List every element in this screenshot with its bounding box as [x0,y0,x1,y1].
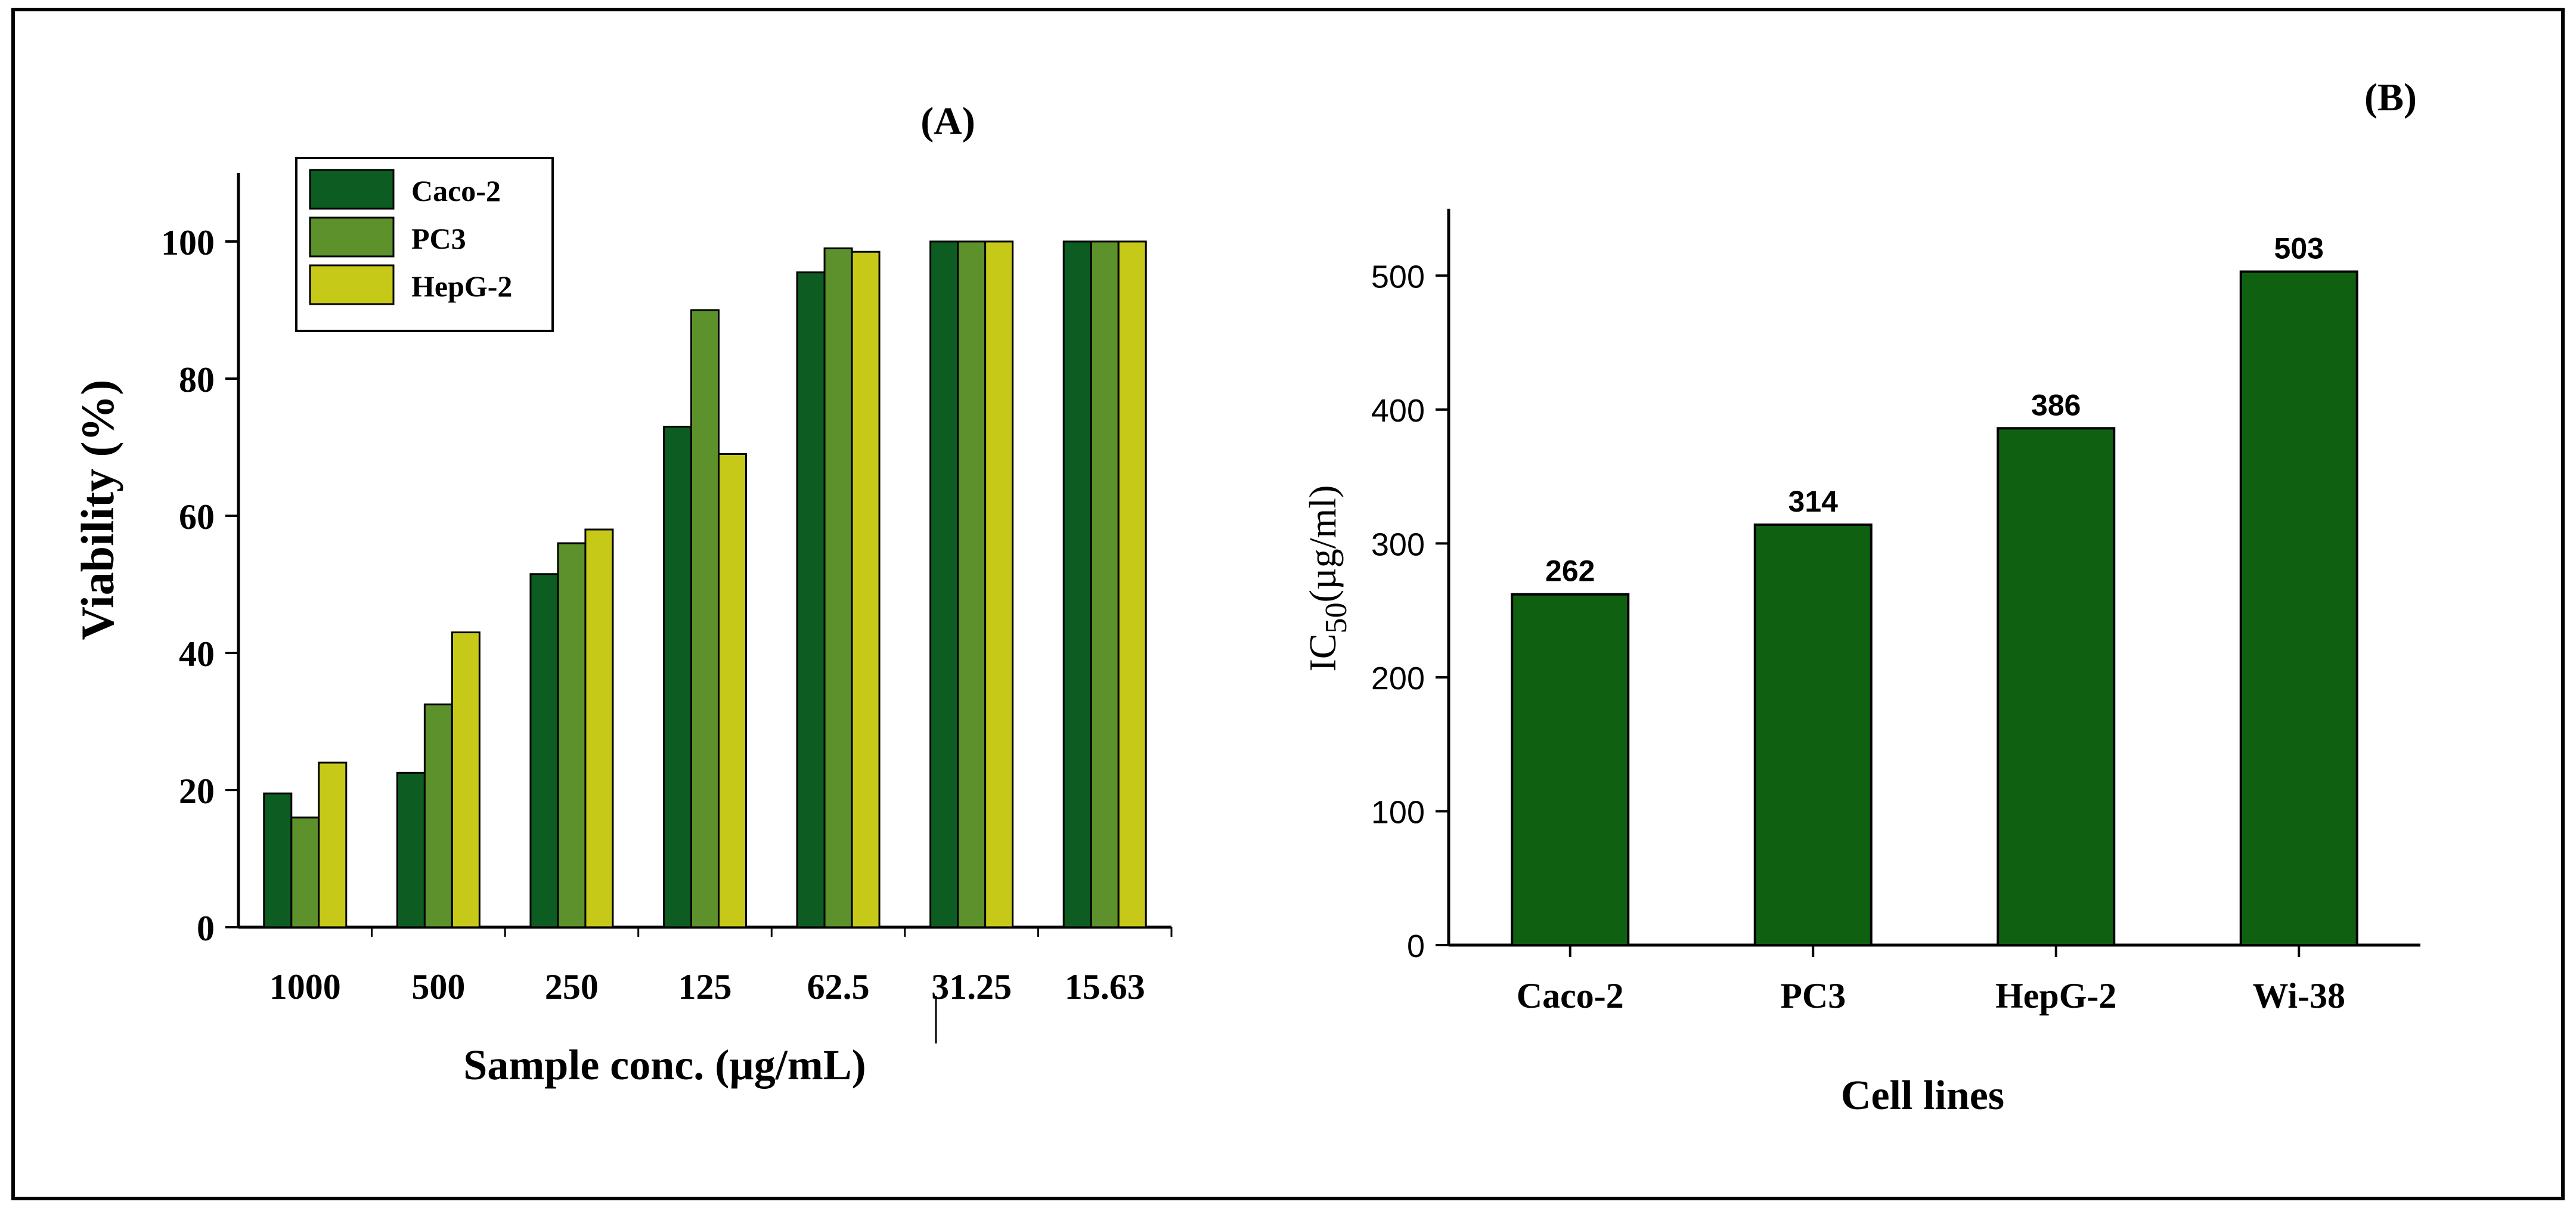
panel-a-bar-caco2 [396,772,426,928]
panel-b-title: (B) [2364,76,2417,119]
panel-b-y-tick-label: 500 [1371,259,1425,295]
panel-a-bar-hepg2 [584,528,614,928]
panel-a-x-ticks: 1000 500 250 125 62.5 31.25 15.63 [269,927,1173,1007]
panel-b-data-label: 386 [2031,388,2081,422]
panel-b-x-tick-label: HepG-2 [1995,976,2116,1015]
panel-a-x-tick-label: 500 [411,967,465,1007]
panel-b-bar [2239,270,2358,946]
panel-a-bar-pc3 [957,240,987,928]
panel-b-x-ticks: Caco-2 PC3 HepG-2 Wi-38 [1517,945,2345,1015]
panel-b-x-tick-label: Wi-38 [2252,976,2345,1015]
panel-a-bar-hepg2 [984,240,1014,928]
panel-a-y-tick-label: 80 [179,360,215,400]
legend-swatch-pc3 [309,216,395,258]
panel-a-bar-hepg2 [451,631,481,928]
legend-swatch-hepg2 [309,264,395,305]
panel-b-y-tick-label: 300 [1371,527,1425,562]
panel-b-bar [1997,427,2116,946]
panel-a-y-tick-label: 100 [161,223,215,262]
panel-b-y-tick-label: 400 [1371,393,1425,429]
panel-b-y-tick-label: 0 [1407,928,1425,964]
panel-b-data-label: 503 [2274,232,2324,265]
panel-a-bar-pc3 [290,816,320,928]
panel-b-x-tick-label: PC3 [1780,976,1846,1015]
panel-a-bar-caco2 [529,573,559,928]
panel-a-bar-pc3 [1090,240,1120,928]
panel-b-y-ticks: 0 100 200 300 400 500 [1371,259,1449,964]
panel-a-y-tick-label: 60 [179,497,215,537]
panel-a-bar-caco2 [263,792,293,928]
panel-a-bar-caco2 [796,271,826,928]
legend-swatch-caco2 [309,169,395,210]
panel-a-bar-hepg2 [318,761,348,928]
panel-a-bar-pc3 [690,309,720,928]
panel-a-bar-pc3 [823,247,853,928]
figure-frame [11,8,2565,1200]
panel-a-x-tick-label: 1000 [269,967,341,1007]
legend-label-hepg2: HepG-2 [411,270,512,303]
panel-a-x-tick-label: 62.5 [807,967,870,1007]
panel-a-bar-hepg2 [851,250,881,928]
panel-a-bar-caco2 [1062,240,1092,928]
panel-b-chart: (B) 0 100 200 300 400 500 Caco-2 PC3 HepG-2 Wi-3… [1301,76,2420,1119]
panel-a-legend: Caco-2 PC3 HepG-2 [295,157,554,332]
legend-label-caco2: Caco-2 [411,174,501,208]
panel-a-x-tick-label: 125 [678,967,732,1007]
panel-b-x-tick-label: Caco-2 [1517,976,1624,1015]
panel-b-bar [1753,523,1873,946]
panel-a-bar-caco2 [929,240,959,928]
panel-a-bar-hepg2 [718,453,747,928]
panel-a-y-ticks: 0 20 40 60 80 100 [161,223,238,948]
panel-b-y-label-rest: (µg/ml) [1301,485,1344,603]
panel-a-bar-pc3 [423,703,453,928]
panel-a-x-tick-label: 31.25 [931,967,1012,1007]
panel-a-y-axis-label: Viability (%) [72,380,123,640]
panel-b-y-label-main: IC [1301,633,1344,671]
legend-label-pc3: PC3 [411,222,466,255]
panel-b-data-label: 262 [1545,555,1595,588]
panel-b-y-tick-label: 100 [1371,794,1425,830]
panel-a-y-tick-label: 40 [179,634,215,674]
panel-b-bar [1511,593,1630,946]
panel-b-y-tick-label: 200 [1371,661,1425,696]
panel-b-y-axis-label: IC50(µg/ml) [1301,485,1353,672]
panel-b-data-label: 314 [1788,485,1839,518]
panel-b-x-axis-label: Cell lines [1841,1073,2004,1119]
panel-a-bar-hepg2 [1117,240,1147,928]
panel-a-x-tick-label: 250 [545,967,599,1007]
panel-a-y-tick-label: 20 [179,772,215,811]
panel-b-bars: 262 314 386 503 [1511,232,2358,946]
panel-b-y-label-sub: 50 [1319,602,1353,633]
panel-a-x-axis-label: Sample conc. (µg/mL) [463,1041,866,1089]
panel-a-title: (A) [920,100,975,143]
panel-a-y-tick-label: 0 [197,909,215,948]
panel-a-bars [263,240,1147,928]
panel-a-bar-pc3 [557,542,587,928]
panel-a-bar-caco2 [663,426,692,928]
panel-a-x-tick-label: 15.63 [1065,967,1145,1007]
